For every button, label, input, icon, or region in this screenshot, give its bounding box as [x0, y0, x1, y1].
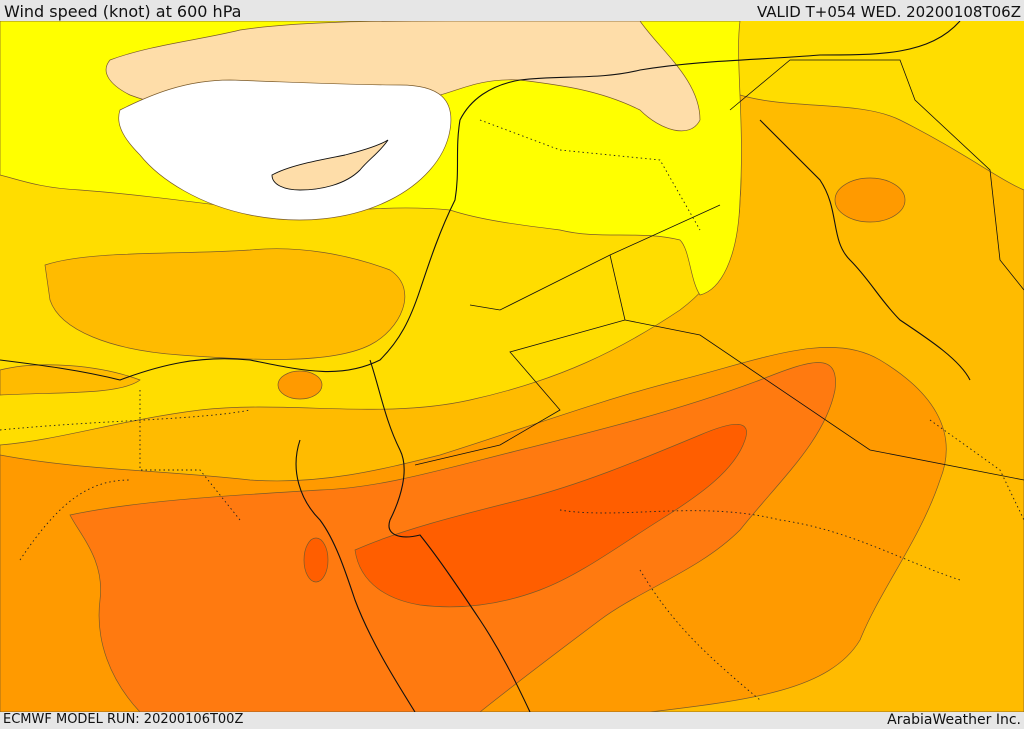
band-white [118, 79, 452, 221]
coastlines [0, 21, 971, 712]
internal-boundaries [0, 119, 1024, 701]
footer-bar: ECMWF MODEL RUN: 20200106T00Z ArabiaWeat… [0, 712, 1024, 729]
blob-orange-3 [303, 537, 329, 583]
map-title: Wind speed (knot) at 600 hPa [4, 2, 242, 21]
blob-amber-2 [277, 370, 323, 400]
band-red-orange [354, 423, 747, 608]
header-bar: Wind speed (knot) at 600 hPa VALID T+054… [0, 0, 1024, 21]
band-amber-west [44, 248, 406, 360]
credit-label: ArabiaWeather Inc. [887, 712, 1021, 728]
borders [414, 59, 1024, 481]
blob-amber-1 [834, 177, 906, 223]
band-amber-west-2 [0, 364, 141, 396]
model-run-label: ECMWF MODEL RUN: 20200106T00Z [3, 712, 244, 727]
valid-time: VALID T+054 WED. 20200108T06Z [756, 3, 1021, 21]
wind-speed-map[interactable] [0, 21, 1024, 712]
map-canvas [0, 21, 1024, 712]
cyprus-island [271, 139, 389, 191]
